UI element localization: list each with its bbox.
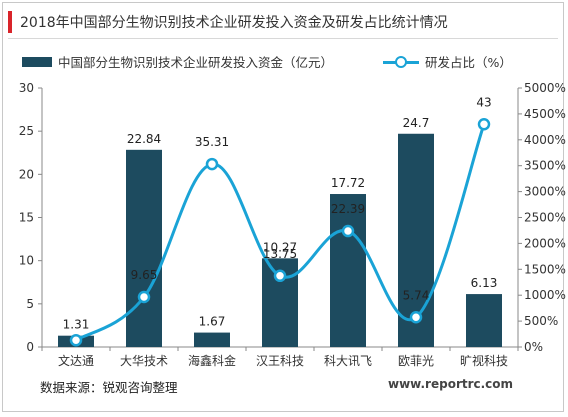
y-right-tick-label: 0% (524, 340, 543, 354)
line-point (409, 311, 423, 324)
line-point (273, 269, 287, 283)
y-left-tick-label: 20 (19, 167, 34, 181)
bar (194, 332, 230, 347)
bar (466, 294, 502, 347)
chart-frame (2, 2, 564, 412)
x-tick-label: 旷视科技 (460, 353, 508, 368)
y-right-tick-label: 2500% (524, 211, 566, 225)
y-right-tick-label: 1000% (524, 288, 566, 302)
legend-bar-label: 中国部分生物识别技术企业研发投入资金（亿元） (58, 55, 334, 70)
y-right-tick-label: 1500% (524, 262, 566, 276)
line-point (205, 157, 219, 171)
bar-data-label: 22.84 (127, 132, 161, 146)
y-right-tick-label: 4000% (524, 133, 566, 147)
legend-line-label: 研发占比（%） (425, 55, 512, 70)
y-right-tick-label: 5000% (524, 81, 566, 95)
y-right-tick-label: 3000% (524, 185, 566, 199)
legend: 中国部分生物识别技术企业研发投入资金（亿元） 研发占比（%） (22, 52, 512, 71)
y-right-tick-label: 4500% (524, 107, 566, 121)
x-tick-label: 文达通 (58, 353, 94, 368)
bar-data-label: 1.67 (199, 315, 226, 329)
line-point (137, 290, 151, 304)
watermark: www.reportrc.com (388, 377, 514, 391)
title-area: 2018年中国部分生物识别技术企业研发投入资金及研发占比统计情况 (8, 10, 448, 34)
line-data-label: 35.31 (195, 135, 229, 149)
y-left-tick-label: 30 (19, 81, 34, 95)
line-point (477, 118, 491, 131)
bar-data-label: 1.31 (63, 318, 90, 332)
y-left-tick-label: 10 (19, 254, 34, 268)
y-left-tick-label: 15 (19, 211, 34, 225)
chart-title: 2018年中国部分生物识别技术企业研发投入资金及研发占比统计情况 (20, 15, 448, 31)
bar (126, 149, 162, 347)
y-right-tick-label: 2000% (524, 236, 566, 250)
legend-bar-swatch (22, 56, 52, 67)
bar-data-label: 6.13 (471, 276, 498, 290)
x-tick-label: 科大讯飞 (324, 354, 372, 368)
title-divider (8, 38, 558, 39)
legend-line-swatch (383, 55, 420, 68)
y-left-tick-label: 0 (26, 340, 34, 354)
line-data-label: 13.75 (263, 247, 297, 261)
bar-data-label: 17.72 (331, 176, 365, 190)
bar (330, 194, 366, 347)
y-left-tick-label: 25 (19, 124, 34, 138)
y-left-tick-label: 5 (26, 297, 34, 311)
line-data-label: 43 (476, 95, 491, 109)
bar-data-label: 24.7 (403, 116, 430, 130)
line-data-label: 22.39 (331, 202, 365, 216)
x-tick-label: 欧菲光 (398, 354, 434, 368)
line-data-label: 9.65 (131, 268, 158, 282)
x-tick-label: 大华技术 (120, 354, 168, 368)
x-tick-label: 海鑫科金 (188, 353, 236, 368)
title-accent-bar (8, 11, 12, 33)
line-data-label: 5.74 (403, 288, 430, 302)
line-point (341, 224, 355, 238)
x-tick-label: 汉王科技 (256, 354, 304, 368)
y-right-tick-label: 3500% (524, 159, 566, 173)
line-point (69, 333, 83, 347)
y-right-tick-label: 500% (524, 314, 558, 328)
bar-data-label: 10.27 (263, 240, 297, 254)
data-source: 数据来源：锐观咨询整理 (40, 380, 178, 395)
